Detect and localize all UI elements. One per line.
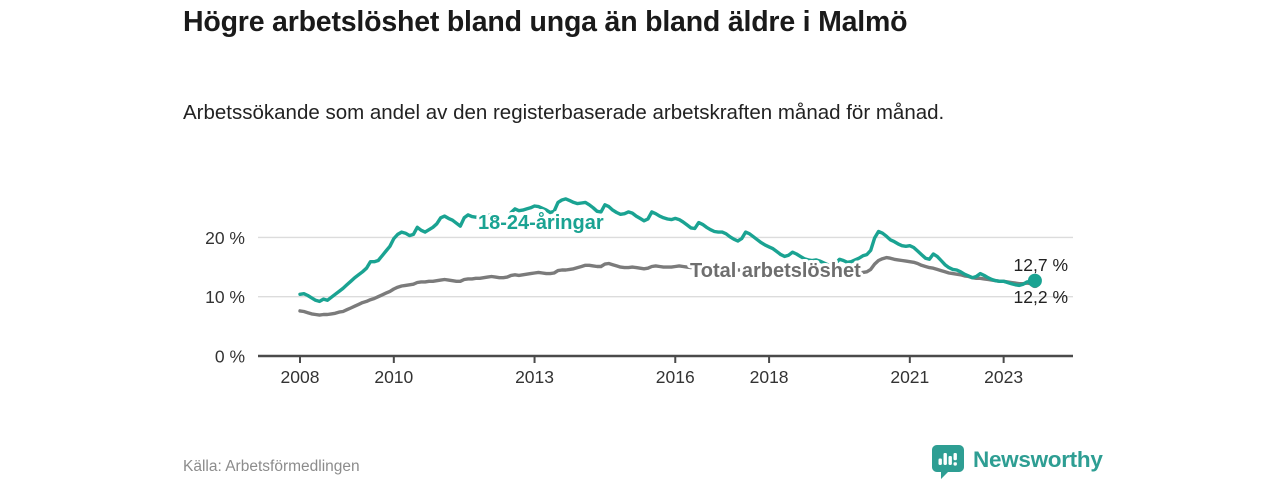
end-value-label-youth: 12,7 % — [1014, 255, 1068, 275]
x-axis-tick-label: 2010 — [374, 367, 413, 387]
x-axis-tick-label: 2023 — [984, 367, 1023, 387]
series-line-youth — [298, 197, 1037, 304]
page-title: Högre arbetslöshet bland unga än bland ä… — [183, 6, 908, 38]
y-axis-tick-label: 10 % — [205, 287, 245, 307]
series-label-youth: 18-24-åringar — [478, 211, 604, 234]
x-axis-tick-label: 2021 — [890, 367, 929, 387]
x-axis-tick-label: 2013 — [515, 367, 554, 387]
series-end-dot-youth — [1027, 273, 1042, 288]
newsworthy-brand: Newsworthy — [932, 445, 1103, 479]
x-axis-tick-label: 2018 — [750, 367, 789, 387]
newsworthy-logo-icon — [932, 445, 964, 479]
chart-subtitle: Arbetssökande som andel av den registerb… — [183, 101, 945, 124]
x-axis-tick-label: 2008 — [281, 367, 320, 387]
y-axis-tick-label: 0 % — [215, 347, 245, 367]
newsworthy-wordmark: Newsworthy — [973, 447, 1103, 472]
series-line-total — [298, 255, 1037, 317]
end-value-label-total: 12,2 % — [1014, 287, 1068, 307]
x-axis-tick-label: 2016 — [656, 367, 695, 387]
series-label-total: Total arbetslöshet — [690, 260, 861, 282]
source-attribution: Källa: Arbetsförmedlingen — [183, 458, 360, 475]
y-axis-tick-label: 20 % — [205, 228, 245, 248]
